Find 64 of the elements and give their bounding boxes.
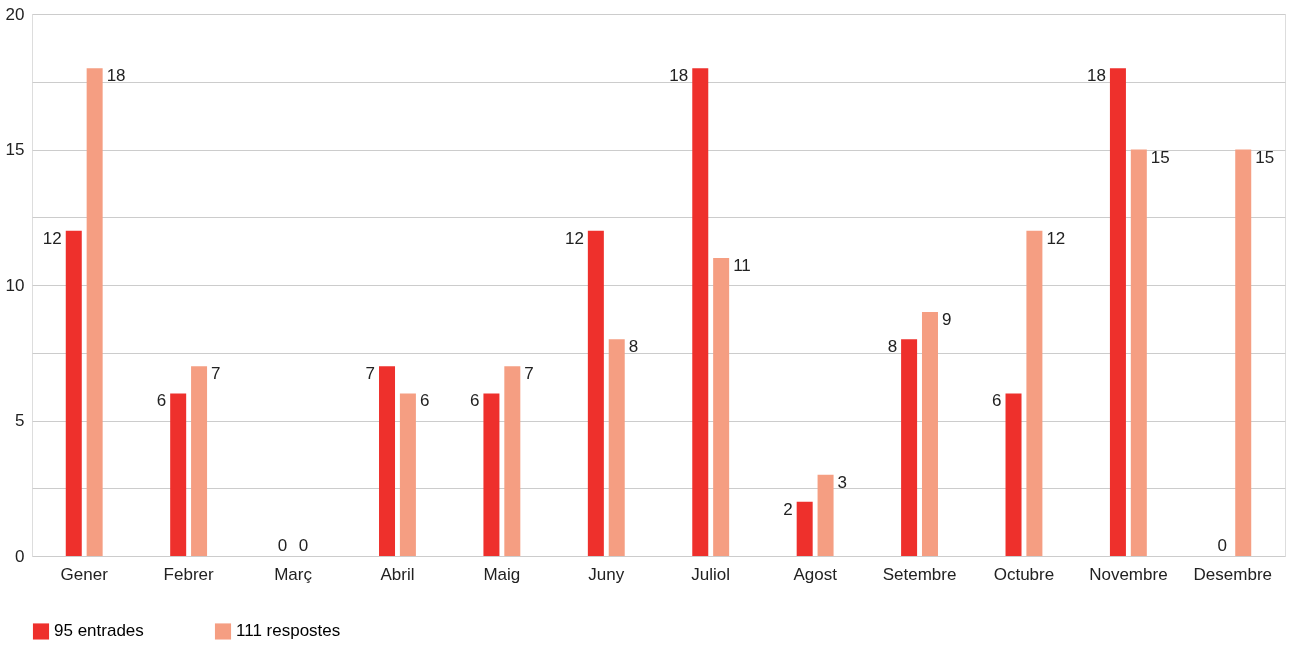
data-label: 12 <box>1046 228 1066 248</box>
x-tick-label: Juliol <box>691 564 731 584</box>
data-label: 3 <box>837 472 848 492</box>
data-label: 0 <box>1217 536 1228 555</box>
data-label: 8 <box>628 337 639 357</box>
data-label: 6 <box>156 391 167 411</box>
bar <box>901 339 918 556</box>
x-tick-label: Juny <box>588 564 625 584</box>
bar <box>713 257 730 556</box>
bar <box>608 339 625 556</box>
y-tick-label: 20 <box>5 4 25 24</box>
data-label: 12 <box>564 228 584 248</box>
x-tick-label: Agost <box>793 564 838 584</box>
data-label: 6 <box>992 391 1002 411</box>
x-tick-label: Setembre <box>882 564 957 584</box>
bar <box>587 230 604 556</box>
x-tick-label: Febrer <box>163 564 214 584</box>
x-tick-label: Novembre <box>1089 564 1168 584</box>
y-tick-label: 15 <box>5 140 25 159</box>
data-label: 9 <box>941 310 952 330</box>
y-tick-label: 0 <box>15 546 25 566</box>
bar <box>1026 230 1043 556</box>
bar <box>692 68 709 556</box>
data-label: 0 <box>298 536 309 555</box>
bar <box>796 501 813 556</box>
bar <box>191 366 208 556</box>
bar <box>399 393 416 556</box>
data-label: 0 <box>277 536 288 555</box>
x-tick-label: Maig <box>483 564 521 584</box>
data-label: 15 <box>1150 147 1170 167</box>
bar <box>483 393 500 556</box>
bar <box>1005 393 1022 556</box>
bar <box>1235 149 1252 556</box>
y-tick-label: 5 <box>15 411 25 430</box>
bar <box>379 366 396 556</box>
data-label: 7 <box>211 364 221 384</box>
data-label: 7 <box>365 364 376 384</box>
bar <box>86 68 103 556</box>
data-label: 12 <box>42 228 62 248</box>
x-tick-label: Abril <box>380 564 415 584</box>
data-label: 18 <box>1087 66 1106 86</box>
bar <box>817 474 834 556</box>
data-label: 15 <box>1255 147 1275 167</box>
x-tick-label: Desembre <box>1193 564 1272 584</box>
legend-label: 111 respostes <box>236 621 341 641</box>
bar <box>921 312 938 556</box>
bar <box>1130 149 1147 556</box>
data-label: 2 <box>783 499 793 519</box>
data-label: 6 <box>419 391 430 411</box>
bar <box>65 230 82 556</box>
data-label: 18 <box>669 66 689 86</box>
bar <box>1109 68 1126 556</box>
data-label: 6 <box>469 391 480 411</box>
data-label: 11 <box>733 255 751 275</box>
data-label: 8 <box>887 337 898 357</box>
y-tick-label: 10 <box>5 275 25 295</box>
x-tick-label: Gener <box>60 564 109 584</box>
bar <box>504 366 521 556</box>
x-tick-label: Octubre <box>993 564 1055 584</box>
legend-label: 95 entrades <box>54 621 144 641</box>
x-tick-label: Març <box>274 564 313 584</box>
bar <box>170 393 187 556</box>
data-label: 7 <box>524 364 534 384</box>
data-label: 18 <box>106 66 126 86</box>
